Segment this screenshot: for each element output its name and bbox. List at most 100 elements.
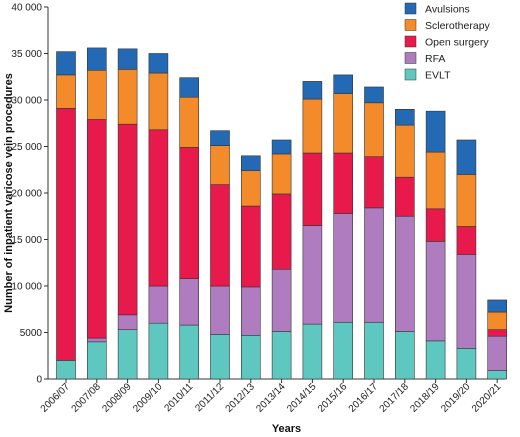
bar-segment-avulsions xyxy=(425,110,446,153)
bar-segment-sclerotherapy xyxy=(56,74,76,109)
bar-segment-avulsions xyxy=(333,74,354,94)
legend-label: Open surgery xyxy=(425,37,489,49)
x-tick-label: 2012/13 xyxy=(224,381,258,415)
y-axis: 0 5000 10 000 15 000 20 000 25 000 30 000 35 00… xyxy=(11,3,49,386)
bar-segment-sclerotherapy xyxy=(179,96,199,148)
legend-label: Avulsions xyxy=(425,4,470,16)
x-tick-label: 2006/07 xyxy=(39,381,73,415)
bar-segment-evlt xyxy=(56,360,76,380)
bar-segment-sclerotherapy xyxy=(333,93,354,154)
bar-segment-sclerotherapy xyxy=(425,151,446,210)
bar-segment-sclerotherapy xyxy=(210,145,230,185)
legend-label: EVLT xyxy=(425,70,451,82)
x-tick-label: 2015/16 xyxy=(316,381,350,415)
bar-segment-evlt xyxy=(364,321,384,380)
bar-segment-avulsions xyxy=(302,81,323,100)
bar-segment-avulsions xyxy=(364,86,384,104)
bar-segment-rfa xyxy=(241,286,261,336)
bar-segment-sclerotherapy xyxy=(364,102,384,158)
bar-segment-open-surgery xyxy=(117,123,138,316)
bar-segment-evlt xyxy=(179,324,199,380)
x-tick-label: 2019/20 xyxy=(439,381,473,415)
bar-segment-avulsions xyxy=(87,47,107,71)
bar-segment-avulsions xyxy=(179,77,199,98)
bar-segment-rfa xyxy=(179,278,199,326)
x-tick-label: 2016/17 xyxy=(347,381,381,415)
y-tick-label: 0 xyxy=(36,375,42,386)
bar-segment-avulsions xyxy=(56,51,76,76)
bar-segment-rfa xyxy=(333,213,354,323)
bar-segment-rfa xyxy=(117,314,138,331)
bar-segment-rfa xyxy=(456,254,477,349)
bar-segment-sclerotherapy xyxy=(487,311,508,331)
legend: Avulsions Sclerotherapy Open surgery RFA EVL… xyxy=(404,2,491,82)
bar-segment-evlt xyxy=(302,323,323,380)
bar-segment-open-surgery xyxy=(87,119,107,339)
bar-segment-open-surgery xyxy=(210,184,230,287)
bar-segment-open-surgery xyxy=(425,208,446,242)
bar-segment-evlt xyxy=(333,321,354,380)
bar-segment-avulsions xyxy=(271,139,292,155)
bar-segment-sclerotherapy xyxy=(87,69,107,120)
bar-segment-evlt xyxy=(456,348,477,380)
bar-segment-avulsions xyxy=(117,48,138,70)
bar-segment-sclerotherapy xyxy=(456,174,477,227)
bar-segment-avulsions xyxy=(241,155,261,171)
legend-swatch xyxy=(404,2,417,15)
bar-segment-open-surgery xyxy=(148,129,169,287)
bar-segment-open-surgery xyxy=(364,156,384,209)
x-tick-label: 2007/08 xyxy=(70,381,104,415)
bar-segment-avulsions xyxy=(456,139,477,175)
bar-segment-evlt xyxy=(241,334,261,380)
bar-segment-sclerotherapy xyxy=(117,69,138,125)
bar-segment-sclerotherapy xyxy=(241,170,261,207)
bar-segment-rfa xyxy=(394,215,415,332)
y-tick-label: 40 000 xyxy=(11,3,42,14)
x-tick-label: 2011/12 xyxy=(193,381,226,414)
x-axis: 2006/072007/082008/092009/102010/112011/… xyxy=(39,378,505,415)
y-axis-title: Number of inpatient varicose vein proced… xyxy=(3,73,15,313)
x-tick-label: 2010/11 xyxy=(163,381,196,414)
y-tick-label: 20 000 xyxy=(11,189,42,200)
bar-segment-sclerotherapy xyxy=(394,124,415,178)
bars xyxy=(56,47,508,380)
bar-segment-evlt xyxy=(148,322,169,380)
y-tick-label: 10 000 xyxy=(11,282,42,293)
bar-segment-evlt xyxy=(210,334,230,380)
bar-segment-open-surgery xyxy=(302,152,323,226)
bar-segment-rfa xyxy=(148,285,169,324)
x-axis-title: Years xyxy=(272,423,301,435)
y-tick-label: 5000 xyxy=(20,328,43,339)
bar-segment-open-surgery xyxy=(271,193,292,270)
x-tick-label: 2017/18 xyxy=(378,381,412,415)
x-tick-label: 2018/19 xyxy=(408,381,442,415)
x-tick-label: 2009/10 xyxy=(131,381,165,415)
bar-segment-evlt xyxy=(117,329,138,380)
bar-segment-rfa xyxy=(302,225,323,325)
bar-segment-rfa xyxy=(425,241,446,342)
y-tick-label: 15 000 xyxy=(11,235,42,246)
bar-segment-avulsions xyxy=(210,130,230,146)
bar-segment-sclerotherapy xyxy=(271,153,292,195)
bar-segment-open-surgery xyxy=(394,176,415,217)
bar-segment-open-surgery xyxy=(56,108,76,361)
y-tick-label: 25 000 xyxy=(11,142,42,153)
legend-label: RFA xyxy=(425,53,445,65)
bar-segment-evlt xyxy=(487,370,508,380)
bar-segment-avulsions xyxy=(148,53,169,74)
bar-segment-rfa xyxy=(210,285,230,335)
x-tick-label: 2008/09 xyxy=(100,381,134,415)
bar-segment-rfa xyxy=(364,207,384,323)
bar-segment-sclerotherapy xyxy=(148,72,169,131)
bar-segment-open-surgery xyxy=(241,205,261,288)
legend-swatch xyxy=(404,35,417,48)
bar-segment-avulsions xyxy=(487,299,508,313)
legend-swatch xyxy=(404,68,417,81)
bar-segment-open-surgery xyxy=(179,147,199,279)
bar-segment-evlt xyxy=(425,340,446,380)
bar-segment-open-surgery xyxy=(456,226,477,255)
legend-swatch xyxy=(404,52,417,64)
bar-segment-rfa xyxy=(87,337,107,343)
bar-segment-open-surgery xyxy=(333,152,354,214)
